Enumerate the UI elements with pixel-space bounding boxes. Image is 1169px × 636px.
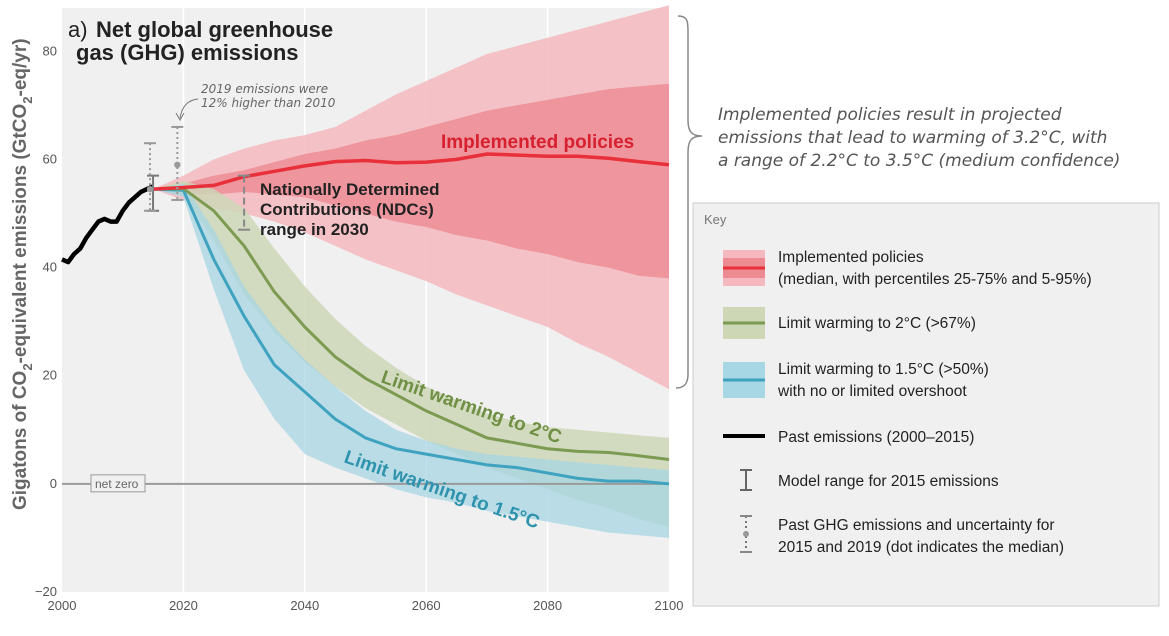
y-tick-label-20: 20 (43, 368, 57, 383)
y-tick-label--20: −20 (35, 584, 57, 599)
legend-implemented-line-1: Implemented policies (778, 249, 924, 266)
projection-note-line-3: a range of 2.2°C to 3.5°C (medium confid… (718, 151, 1120, 171)
x-tick-label-2000: 2000 (48, 598, 77, 613)
legend-past-uncertainty-line-2: 2015 and 2019 (dot indicates the median) (778, 539, 1064, 556)
panel-letter: a) (68, 17, 88, 42)
legend-title: Key (704, 212, 727, 227)
implemented-policies-25-75-band (153, 83, 670, 279)
legend-dotted-range-icon (740, 515, 752, 553)
y-tick-label-60: 60 (43, 151, 57, 166)
limit-2c-band (153, 181, 670, 528)
y-axis-label: Gigatons of CO2-equivalent emissions (Gt… (10, 38, 35, 510)
emissions-note-line-2: 12% higher than 2010 (201, 96, 336, 110)
past-uncertainty-0-median-dot (146, 185, 154, 193)
x-tick-label-2040: 2040 (290, 598, 319, 613)
legend-range-bar-icon (740, 469, 752, 491)
emissions-note-arrow (179, 98, 199, 119)
scenario-bands (153, 5, 670, 538)
emissions-note-arrowhead (175, 112, 185, 122)
y-tick-label-80: 80 (43, 43, 57, 58)
y-tick-label-0: 0 (50, 476, 57, 491)
legend-implemented-line-2: (median, with percentiles 25-75% and 5-9… (778, 271, 1092, 288)
ndc-label-line-2: Contributions (NDCs) (260, 200, 434, 219)
projection-note-line-1: Implemented policies result in projected (718, 105, 1062, 125)
legend-15c-line-2: with no or limited overshoot (777, 383, 967, 400)
legend-2c-line-1: Limit warming to 2°C (>67%) (778, 315, 976, 332)
emissions-note-line-1: 2019 emissions were (201, 82, 328, 96)
implemented-policies-label: Implemented policies (441, 132, 634, 153)
projection-note-line-2: emissions that lead to warming of 3.2°C,… (718, 128, 1107, 148)
scenario-median-lines (61, 152, 670, 486)
x-tick-label-2080: 2080 (533, 598, 562, 613)
ndc-label-line-1: Nationally Determined (260, 180, 440, 199)
limit-1-5c-band (153, 183, 670, 538)
legend-past-line-1: Past emissions (2000–2015) (778, 429, 974, 446)
x-tick-label-2100: 2100 (655, 598, 684, 613)
limit-1-5c-median-line (153, 187, 670, 486)
projection-brace (675, 15, 703, 389)
past-uncertainty-1-median-dot (174, 161, 181, 169)
net-zero-label: net zero (95, 477, 139, 491)
legend-box (692, 202, 1160, 607)
chart-title-line-2: gas (GHG) emissions (76, 40, 299, 65)
legend: Key Implemented policies (median, with p… (692, 202, 1160, 607)
implemented-policies-median-line (153, 152, 670, 191)
legend-15c-line-1: Limit warming to 1.5°C (>50%) (778, 361, 989, 378)
past-emissions-line (61, 184, 155, 265)
net-zero-box (90, 474, 146, 493)
legend-past-uncertainty-line-1: Past GHG emissions and uncertainty for (778, 517, 1055, 534)
ndc-label-line-3: range in 2030 (260, 220, 369, 239)
x-tick-label-2060: 2060 (412, 598, 441, 613)
limit-2c-median-line (153, 187, 670, 461)
legend-model-range-line-1: Model range for 2015 emissions (778, 473, 999, 490)
chart-title-line-1: Net global greenhouse (96, 17, 333, 42)
uncertainty-markers (144, 125, 251, 231)
y-tick-label-40: 40 (43, 260, 57, 275)
x-tick-label-2020: 2020 (169, 598, 198, 613)
